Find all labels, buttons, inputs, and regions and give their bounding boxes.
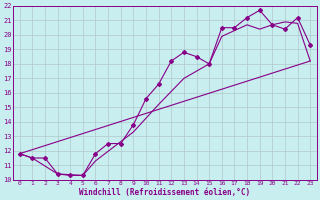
X-axis label: Windchill (Refroidissement éolien,°C): Windchill (Refroidissement éolien,°C) xyxy=(79,188,251,197)
